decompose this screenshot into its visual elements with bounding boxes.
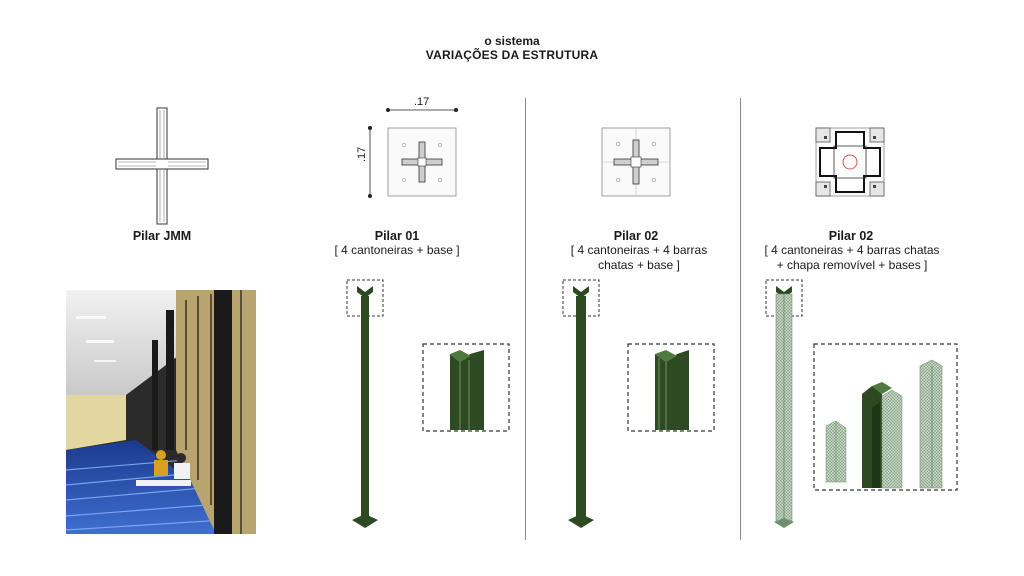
pilar-01-plan-drawing [368, 108, 458, 198]
pilar-01-label: Pilar 01 [374, 229, 420, 243]
corridor-photo [65, 290, 257, 534]
pilar-03-description-line-1: [ 4 cantoneiras + 4 barras chatas [764, 243, 940, 257]
column-divider-1 [525, 98, 526, 540]
pilar-02-elevation [562, 279, 715, 528]
pilar-jmm-cross-section [115, 107, 209, 225]
pilar-02-description-line-2: chatas + base ] [598, 258, 680, 272]
pilar-02-label: Pilar 02 [613, 229, 659, 243]
pilar-03-description-line-2: + chapa removível + bases ] [776, 258, 928, 272]
pilar-02-description-line-1: [ 4 cantoneiras + 4 barras [570, 243, 708, 257]
plan-height-dimension: .17 [356, 146, 368, 162]
diagram-title: VARIAÇÕES DA ESTRUTURA [425, 48, 599, 62]
pilar-03-label: Pilar 02 [828, 229, 874, 243]
pilar-03-plan-drawing [815, 127, 885, 197]
pilar-01-description: [ 4 cantoneiras + base ] [334, 243, 460, 257]
pilar-03-elevation [765, 279, 958, 528]
diagram-subtitle: o sistema [484, 34, 540, 48]
pilar-02-plan-drawing [601, 127, 671, 197]
plan-width-dimension: .17 [414, 96, 430, 108]
pilar-01-elevation [346, 279, 510, 528]
pilar-jmm-label: Pilar JMM [132, 229, 192, 243]
column-divider-2 [740, 98, 741, 540]
